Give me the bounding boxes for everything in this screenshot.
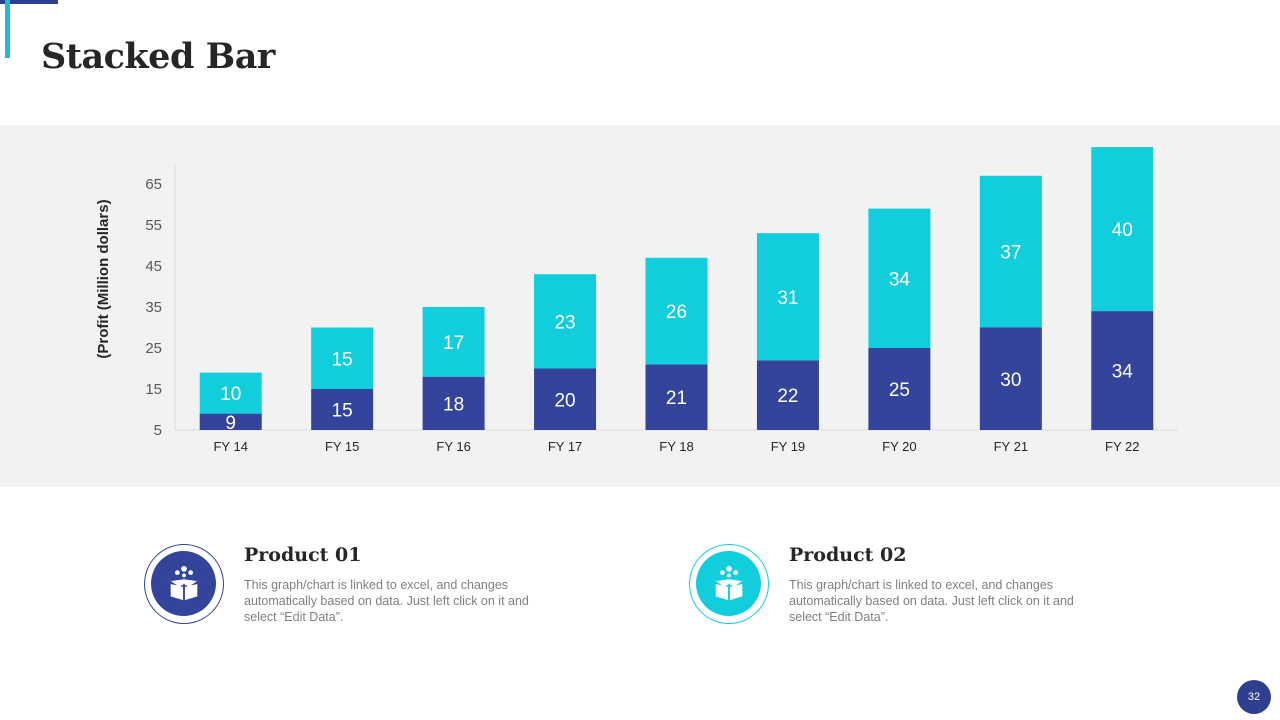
bar-2 (979, 175, 1042, 328)
y-tick-label: 5 (154, 422, 162, 439)
product-01-card: Product 01 This graph/chart is linked to… (144, 544, 564, 634)
bar-2 (199, 372, 262, 414)
open-box-icon (711, 565, 746, 600)
bar-1 (199, 413, 262, 430)
bar-1 (868, 348, 931, 430)
data-label: 22 (777, 386, 798, 407)
bar-2 (645, 257, 708, 365)
product-02-title: Product 02 (789, 544, 907, 566)
page-number-badge: 32 (1237, 680, 1271, 714)
y-tick-label: 25 (145, 340, 162, 357)
data-label: 23 (554, 312, 575, 333)
bar-2 (422, 307, 485, 377)
stacked-bar-chart: 5 15 25 35 45 55 65 (Profit (Million dollars) 9… (95, 147, 1178, 454)
data-label: 21 (666, 388, 687, 409)
data-label: 18 (443, 394, 464, 415)
data-label: 40 (1112, 220, 1133, 241)
bar-1 (534, 368, 597, 430)
data-label: 10 (220, 384, 241, 405)
bar-2 (756, 233, 819, 361)
bar-2 (311, 327, 374, 389)
y-axis-label: (Profit (Million dollars) (95, 199, 112, 358)
product-01-description: This graph/chart is linked to excel, and… (244, 578, 529, 624)
bar-1 (311, 389, 374, 430)
product-02-badge (689, 544, 769, 624)
x-tick-label: FY 14 (213, 439, 247, 454)
y-tick-label: 45 (145, 258, 162, 275)
bar-1 (979, 327, 1042, 430)
y-tick-label: 55 (145, 217, 162, 234)
product-02-description: This graph/chart is linked to excel, and… (789, 578, 1074, 624)
x-tick-label: FY 16 (436, 439, 470, 454)
data-label: 25 (889, 380, 910, 401)
y-tick-label: 65 (145, 176, 162, 193)
x-tick-label: FY 20 (882, 439, 916, 454)
x-tick-label: FY 21 (994, 439, 1028, 454)
data-label: 20 (554, 390, 575, 411)
data-label: 34 (1112, 362, 1134, 383)
y-tick-label: 35 (145, 299, 162, 316)
x-tick-label: FY 15 (325, 439, 359, 454)
x-tick-label: FY 18 (659, 439, 693, 454)
bar-2 (1091, 147, 1154, 312)
bar-1 (756, 360, 819, 430)
chart-panel: 5 15 25 35 45 55 65 (Profit (Million dollars) 9… (0, 125, 1280, 487)
left-accent-bar (5, 0, 10, 58)
data-label: 9 (225, 413, 236, 434)
data-label: 26 (666, 302, 687, 323)
open-box-icon (166, 565, 201, 600)
bar-2 (534, 274, 597, 369)
data-label: 15 (332, 401, 353, 422)
y-tick-label: 15 (145, 381, 162, 398)
page-title: Stacked Bar (41, 36, 275, 77)
x-tick-label: FY 17 (548, 439, 582, 454)
x-tick-label: FY 19 (771, 439, 805, 454)
data-label: 34 (889, 269, 911, 290)
data-label: 30 (1000, 370, 1021, 391)
bar-1 (422, 376, 485, 430)
bar-1 (1091, 311, 1154, 430)
product-02-card: Product 02 This graph/chart is linked to… (689, 544, 1109, 634)
bar-1 (645, 364, 708, 430)
data-label: 37 (1000, 243, 1021, 264)
data-label: 17 (443, 333, 464, 354)
data-label: 15 (332, 349, 353, 370)
product-01-badge (144, 544, 224, 624)
data-label: 31 (777, 288, 798, 309)
top-accent-bar (0, 0, 58, 4)
bar-2 (868, 208, 931, 348)
product-01-title: Product 01 (244, 544, 362, 566)
x-tick-label: FY 22 (1105, 439, 1139, 454)
